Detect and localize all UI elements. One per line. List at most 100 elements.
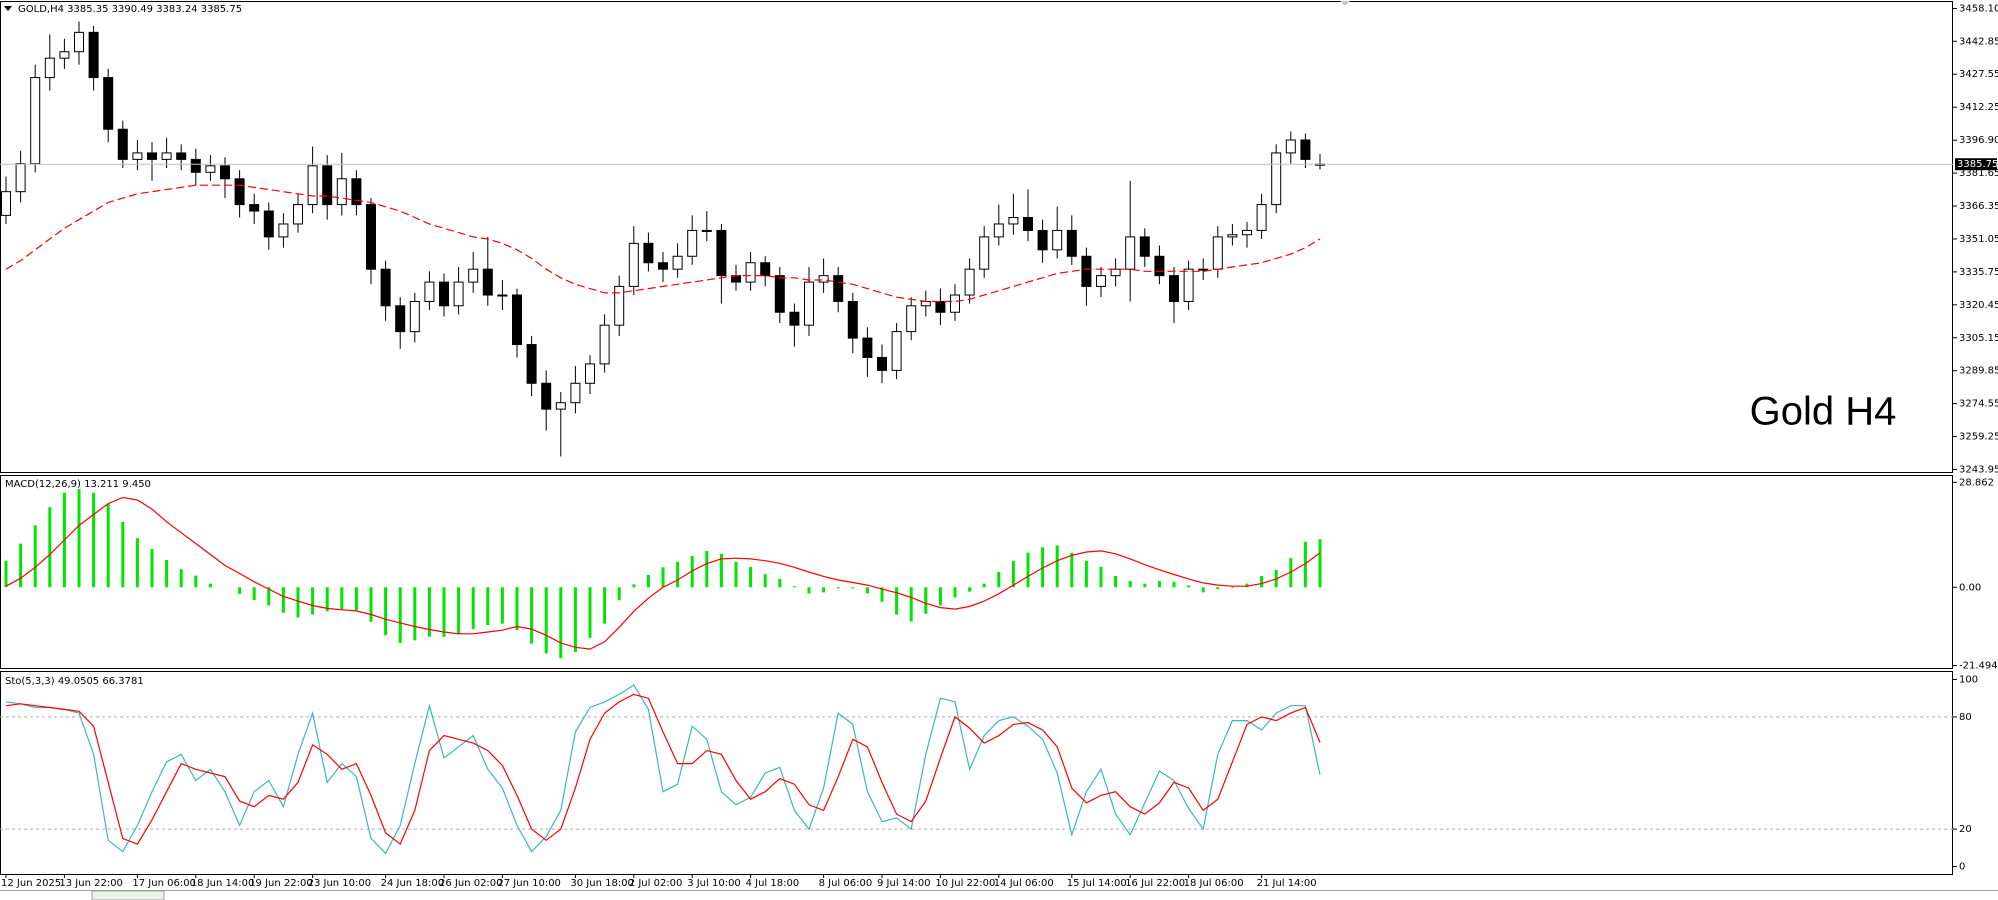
macd-histogram-bar <box>1303 541 1307 588</box>
candle-body <box>1227 234 1238 238</box>
candle-body <box>74 31 84 53</box>
macd-histogram-bar <box>719 553 723 588</box>
macd-histogram-bar <box>1230 587 1234 588</box>
candle-body <box>555 402 566 410</box>
macd-histogram-bar <box>1084 560 1088 588</box>
macd-histogram-bar <box>968 587 972 592</box>
x-tick-label: 17 Jun 06:00 <box>132 878 196 889</box>
candle-body <box>789 311 800 326</box>
chart-tab[interactable] <box>91 890 165 900</box>
candle-body <box>1285 139 1296 154</box>
macd-histogram-bar <box>778 578 782 588</box>
candle-body <box>439 281 449 307</box>
candle-body <box>1198 268 1209 271</box>
candle-body <box>643 242 654 264</box>
x-tick-label: 19 Jun 22:00 <box>249 878 313 889</box>
macd-histogram-bar <box>1128 581 1132 588</box>
candle-body <box>220 165 230 180</box>
candle-body <box>862 337 873 358</box>
macd-histogram-bar <box>150 549 154 588</box>
y-tick-label: 3305.15 <box>1959 333 1998 344</box>
candle-body <box>526 344 537 384</box>
macd-histogram-bar <box>763 574 767 588</box>
y-tick-label: 80 <box>1959 712 1972 723</box>
macd-histogram-bar <box>1143 583 1147 588</box>
macd-histogram-bar <box>106 503 110 588</box>
x-tick-label: 18 Jul 06:00 <box>1184 878 1244 889</box>
macd-histogram-bar <box>632 584 636 588</box>
candle-body <box>1052 229 1063 251</box>
macd-histogram-bar <box>1260 576 1264 588</box>
macd-histogram-bar <box>997 572 1001 588</box>
candle-body <box>1256 204 1267 231</box>
macd-histogram-bar <box>208 583 212 588</box>
candle-body <box>1183 268 1194 302</box>
macd-histogram-bar <box>909 587 913 622</box>
y-tick-label: 3259.25 <box>1959 432 1998 443</box>
candle-body <box>833 275 844 302</box>
y-tick-label: 3351.05 <box>1959 234 1998 245</box>
candle-body <box>1125 236 1136 270</box>
macd-histogram-bar <box>194 575 198 588</box>
candle-body <box>1154 255 1165 277</box>
macd-title: MACD(12,26,9) 13.211 9.450 <box>5 479 151 490</box>
candle-body <box>263 210 274 238</box>
macd-histogram-bar <box>179 569 183 588</box>
panel-menu-icon[interactable] <box>4 6 12 11</box>
macd-histogram-bar <box>544 587 548 654</box>
macd-histogram-bar <box>442 587 446 637</box>
macd-histogram-bar <box>822 587 826 593</box>
candle-body <box>278 223 289 238</box>
candle-body <box>1300 139 1311 160</box>
macd-histogram-bar <box>1041 547 1045 588</box>
candle-body <box>906 305 917 333</box>
x-tick-label: 16 Jul 22:00 <box>1125 878 1185 889</box>
macd-histogram-bar <box>588 587 592 638</box>
y-tick-label: 3274.55 <box>1959 399 1998 410</box>
macd-histogram-bar <box>340 587 344 610</box>
macd-histogram-bar <box>1201 587 1205 593</box>
macd-histogram-bar <box>1187 585 1191 588</box>
macd-histogram-bar <box>617 587 621 601</box>
macd-histogram-bar <box>413 587 417 641</box>
macd-histogram-bar <box>1216 587 1220 590</box>
candle-body <box>1096 275 1106 287</box>
candle-body <box>336 178 347 206</box>
y-tick-label: 3335.75 <box>1959 267 1998 278</box>
x-tick-label: 10 Jul 22:00 <box>935 878 995 889</box>
x-tick-label: 24 Jun 18:00 <box>381 878 445 889</box>
y-tick-label: 3381.65 <box>1959 168 1998 179</box>
candle-body <box>176 152 187 160</box>
candle-body <box>847 300 858 339</box>
price-panel-frame <box>0 1 1953 473</box>
macd-histogram-bar <box>48 507 52 588</box>
candle-body <box>395 305 406 333</box>
macd-histogram-bar <box>573 587 577 652</box>
candle-body <box>1139 236 1150 257</box>
macd-histogram-bar <box>792 586 796 588</box>
candle-body <box>234 178 245 206</box>
x-tick-label: 21 Jul 14:00 <box>1257 878 1317 889</box>
macd-histogram-bar <box>646 574 650 588</box>
macd-histogram-bar <box>311 587 315 615</box>
y-tick-label: 3320.45 <box>1959 300 1998 311</box>
macd-histogram-bar <box>1026 552 1030 588</box>
macd-histogram-bar <box>384 587 388 636</box>
macd-histogram-bar <box>296 587 300 618</box>
y-tick-label: 28.862 <box>1959 477 1994 488</box>
candle-body <box>993 223 1004 238</box>
candle-body <box>190 158 201 173</box>
y-tick-label: -21.494 <box>1959 660 1998 671</box>
macd-histogram-bar <box>457 587 461 635</box>
candle-body <box>1037 229 1048 251</box>
macd-panel-frame <box>0 475 1953 669</box>
y-tick-label: 3243.95 <box>1959 465 1998 476</box>
candle-body <box>59 51 70 59</box>
x-tick-label: 2 Jul 02:00 <box>629 878 683 889</box>
candle-body <box>424 281 435 302</box>
x-tick-label: 18 Jun 14:00 <box>191 878 255 889</box>
candle-body <box>672 255 683 270</box>
candle-body <box>322 165 333 206</box>
candle-body <box>249 204 260 212</box>
